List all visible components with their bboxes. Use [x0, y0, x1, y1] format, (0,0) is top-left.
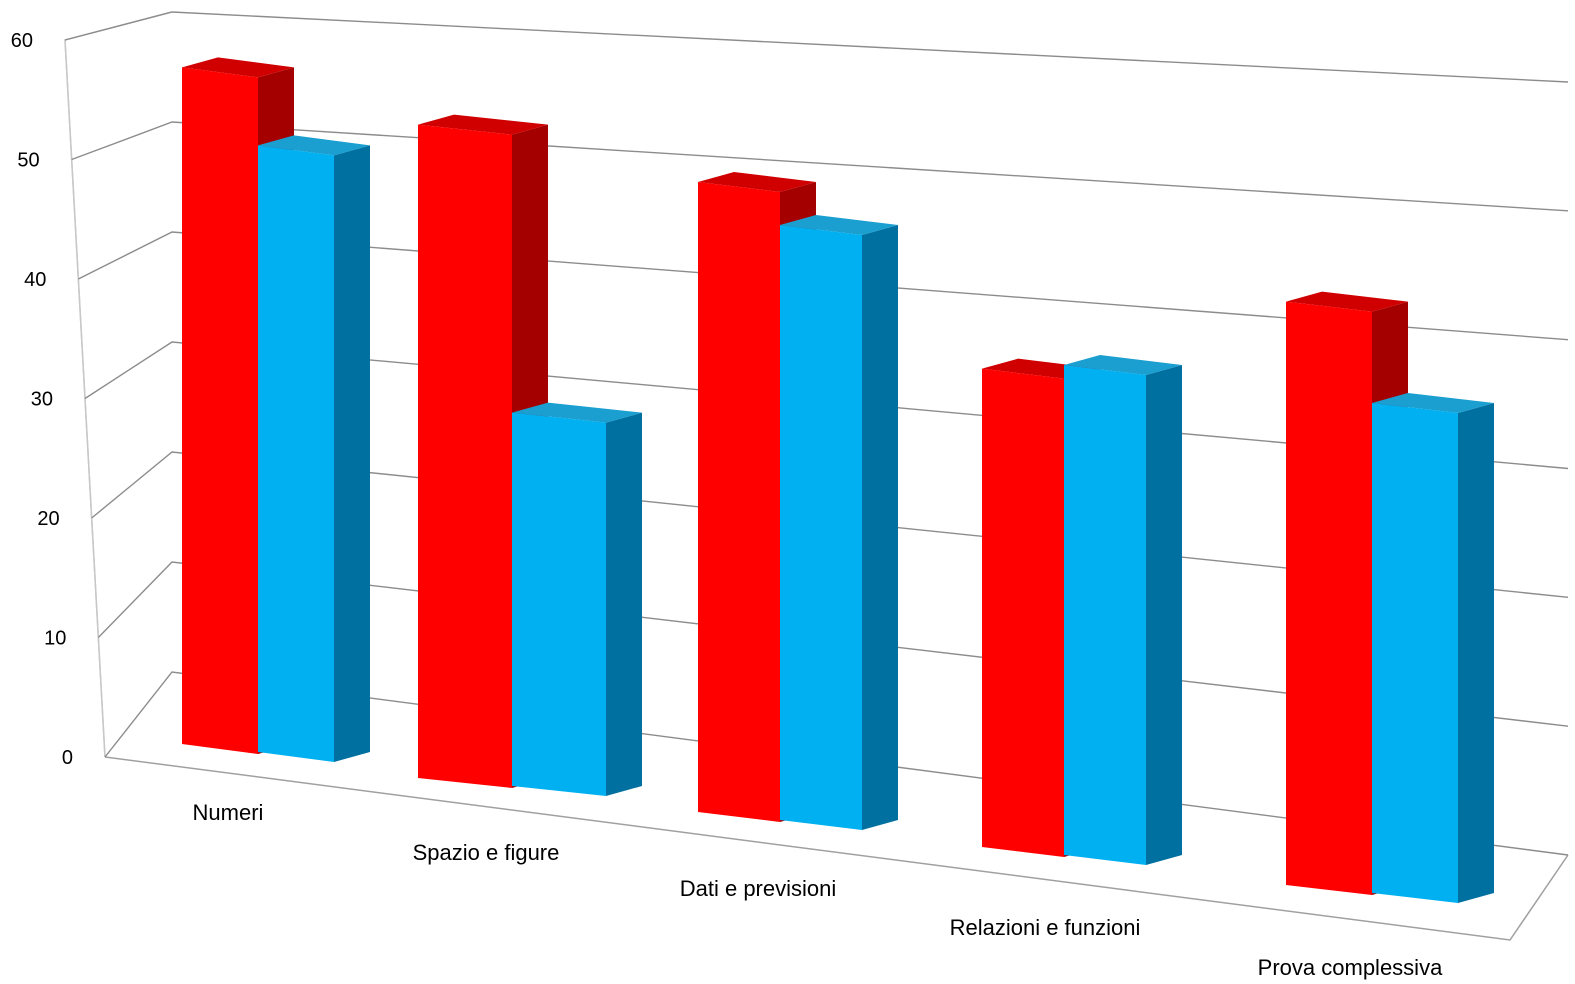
bar-front-0 — [182, 67, 258, 755]
bar-side-1 — [862, 225, 898, 830]
bar-top-1 — [1372, 393, 1494, 413]
bar-side-1 — [1458, 403, 1494, 903]
y-tick-label: 30 — [31, 389, 53, 411]
bar-top-0 — [1286, 291, 1408, 312]
left-wall-edge — [64, 11, 173, 758]
y-tick-label: 10 — [44, 628, 66, 650]
bar-top-1 — [780, 215, 898, 235]
y-tick-label: 20 — [37, 508, 59, 530]
bars — [182, 57, 1494, 903]
y-axis-labels: 0 10 20 30 40 50 60 — [11, 30, 73, 769]
y-tick-label: 60 — [11, 30, 33, 52]
bar-top-1 — [258, 135, 370, 156]
bar-front-1 — [1064, 365, 1146, 865]
bar-side-1 — [606, 412, 642, 796]
bar-top-1 — [1064, 355, 1182, 375]
bar-side-1 — [1146, 365, 1182, 865]
x-category-label: Relazioni e funzioni — [950, 915, 1141, 940]
bar-front-0 — [1286, 301, 1372, 896]
bar-front-0 — [418, 124, 512, 788]
y-tick-label: 50 — [17, 150, 39, 172]
bar-top-0 — [698, 172, 816, 192]
bar-front-1 — [1372, 403, 1458, 903]
x-category-label: Spazio e figure — [413, 840, 560, 865]
x-category-label: Prova complessiva — [1258, 955, 1443, 980]
floor-edge — [104, 756, 1569, 941]
bar-front-1 — [780, 225, 862, 830]
bar-top-0 — [182, 57, 294, 78]
y-tick-label: 40 — [24, 269, 46, 291]
gridline — [64, 11, 1569, 83]
bar-side-1 — [334, 145, 370, 763]
x-category-label: Dati e previsioni — [680, 876, 837, 901]
bar-top-1 — [512, 402, 642, 423]
gridlines — [64, 11, 1569, 856]
x-category-label: Numeri — [193, 800, 264, 825]
gridline — [71, 121, 1569, 212]
bar-front-0 — [982, 368, 1064, 857]
bar-front-0 — [698, 182, 780, 822]
y-tick-label: 0 — [62, 747, 73, 769]
bar-front-1 — [512, 412, 606, 796]
gridline — [78, 231, 1569, 341]
x-axis-labels: Numeri Spazio e figure Dati e previsioni Re… — [193, 800, 1444, 980]
bar-top-0 — [418, 114, 548, 135]
bar-front-1 — [258, 145, 334, 763]
